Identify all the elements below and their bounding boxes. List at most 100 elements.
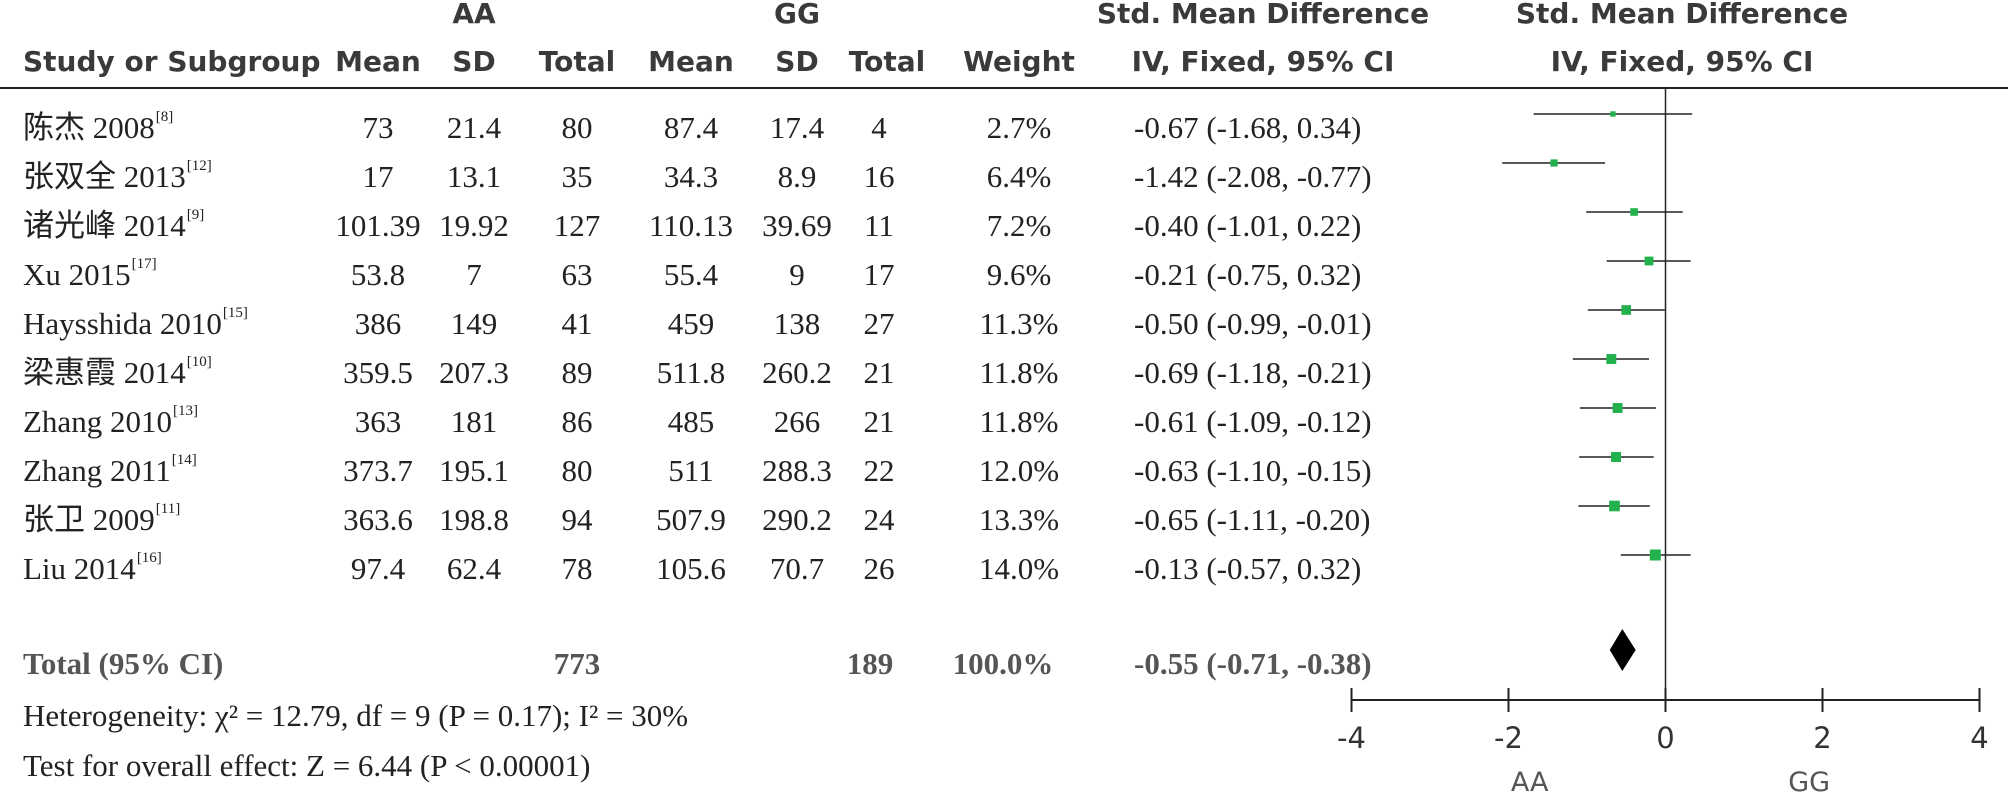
study-name: Liu 2014[16] [23, 550, 162, 586]
cell-ci: -0.21 (-0.75, 0.32) [1134, 257, 1362, 292]
cell-b-mean: 55.4 [663, 257, 719, 292]
x-tick-label: 0 [1656, 721, 1674, 755]
cell-a-total: 80 [561, 453, 593, 488]
cell-a-sd: 62.4 [446, 551, 502, 586]
cell-b-total: 21 [863, 355, 895, 390]
study-reference: [10] [186, 354, 212, 370]
cell-a-total: 41 [561, 306, 593, 341]
cell-b-mean: 511 [668, 453, 714, 488]
cell-a-mean: 373.7 [343, 453, 413, 488]
overall-effect-text: Test for overall effect: Z = 6.44 (P < 0… [23, 748, 591, 783]
total-a-count: 773 [553, 646, 601, 681]
study-label: Liu 2014 [23, 551, 136, 586]
cell-b-mean: 511.8 [656, 355, 726, 390]
col-b-total-header: Total [848, 45, 926, 78]
cell-weight: 13.3% [978, 502, 1060, 537]
cell-b-mean: 459 [667, 306, 715, 341]
cell-b-mean: 485 [667, 404, 715, 439]
total-ci-text: -0.55 (-0.71, -0.38) [1134, 646, 1372, 681]
cell-b-total: 22 [863, 453, 895, 488]
study-reference: [14] [171, 452, 197, 468]
cell-a-mean: 53.8 [350, 257, 406, 292]
study-label: Xu 2015 [23, 257, 131, 292]
study-reference: [15] [222, 305, 248, 321]
study-reference: [13] [172, 403, 198, 419]
cell-weight: 7.2% [986, 208, 1052, 243]
x-tick-label: 2 [1813, 721, 1831, 755]
cell-a-total: 78 [561, 551, 593, 586]
cell-b-sd: 39.69 [762, 208, 832, 243]
study-name: Xu 2015[17] [23, 256, 157, 292]
cell-weight: 11.8% [979, 355, 1059, 390]
cell-a-mean: 386 [354, 306, 402, 341]
study-marker [1609, 500, 1620, 512]
cell-ci: -1.42 (-2.08, -0.77) [1134, 159, 1372, 194]
study-reference: [11] [155, 501, 181, 517]
cell-weight: 11.3% [979, 306, 1059, 341]
cell-a-sd: 13.1 [446, 159, 502, 194]
cell-b-total: 21 [863, 404, 895, 439]
cell-b-mean: 105.6 [656, 551, 726, 586]
cell-ci: -0.65 (-1.11, -0.20) [1134, 502, 1371, 537]
cell-a-sd: 19.92 [439, 208, 509, 243]
col-study-header: Study or Subgroup [23, 45, 321, 78]
study-label: 张卫 2009 [23, 502, 155, 537]
cell-a-mean: 363 [354, 404, 402, 439]
cell-b-sd: 290.2 [762, 502, 832, 537]
cell-b-total: 17 [863, 257, 895, 292]
cell-b-sd: 138 [773, 306, 821, 341]
study-reference: [16] [136, 550, 162, 566]
cell-weight: 14.0% [978, 551, 1060, 586]
col-b-mean-header: Mean [648, 45, 734, 78]
cell-b-sd: 266 [773, 404, 821, 439]
cell-a-sd: 7 [466, 257, 482, 292]
cell-b-total: 16 [863, 159, 895, 194]
study-reference: [17] [131, 256, 157, 272]
cell-b-mean: 110.13 [648, 208, 734, 243]
study-marker [1621, 305, 1632, 315]
group-b-label: GG [774, 0, 820, 30]
cell-b-total: 26 [863, 551, 895, 586]
cell-ci: -0.67 (-1.68, 0.34) [1134, 110, 1362, 145]
cell-weight: 11.8% [979, 404, 1059, 439]
study-marker [1550, 159, 1558, 167]
study-label: 陈杰 2008 [23, 110, 155, 145]
cell-b-total: 4 [871, 110, 887, 145]
study-marker [1610, 111, 1616, 117]
pooled-diamond [1609, 629, 1636, 671]
cell-a-total: 80 [561, 110, 593, 145]
x-tick-label: -2 [1494, 721, 1523, 755]
cell-b-sd: 17.4 [769, 110, 825, 145]
x-tick-label: 4 [1970, 721, 1988, 755]
study-reference: [8] [155, 109, 174, 125]
cell-b-total: 27 [863, 306, 895, 341]
cell-b-mean: 507.9 [656, 502, 726, 537]
study-name: 张卫 2009[11] [23, 501, 181, 537]
cell-a-sd: 149 [450, 306, 498, 341]
col-a-sd-header: SD [452, 45, 496, 78]
cell-a-sd: 207.3 [439, 355, 509, 390]
study-marker [1644, 256, 1654, 266]
study-marker [1606, 354, 1617, 364]
study-marker [1611, 452, 1622, 462]
total-weight: 100.0% [952, 646, 1054, 681]
cell-ci: -0.40 (-1.01, 0.22) [1134, 208, 1362, 243]
study-label: 梁惠霞 2014 [23, 355, 186, 390]
cell-a-sd: 181 [450, 404, 498, 439]
cell-ci: -0.69 (-1.18, -0.21) [1134, 355, 1372, 390]
plot-title: Std. Mean Difference [1515, 0, 1849, 30]
cell-ci: -0.50 (-0.99, -0.01) [1134, 306, 1372, 341]
study-marker [1612, 403, 1623, 413]
cell-ci: -0.63 (-1.10, -0.15) [1134, 453, 1372, 488]
study-name: Zhang 2011[14] [23, 452, 197, 487]
effect-method: IV, Fixed, 95% CI [1131, 45, 1395, 78]
group-a-label: AA [452, 0, 496, 30]
cell-b-sd: 70.7 [769, 551, 825, 586]
cell-weight: 2.7% [986, 110, 1052, 145]
favours-right-label: GG [1788, 767, 1830, 795]
cell-a-total: 94 [561, 502, 593, 537]
col-a-mean-header: Mean [335, 45, 421, 78]
cell-b-sd: 260.2 [762, 355, 832, 390]
cell-b-total: 24 [863, 502, 895, 537]
